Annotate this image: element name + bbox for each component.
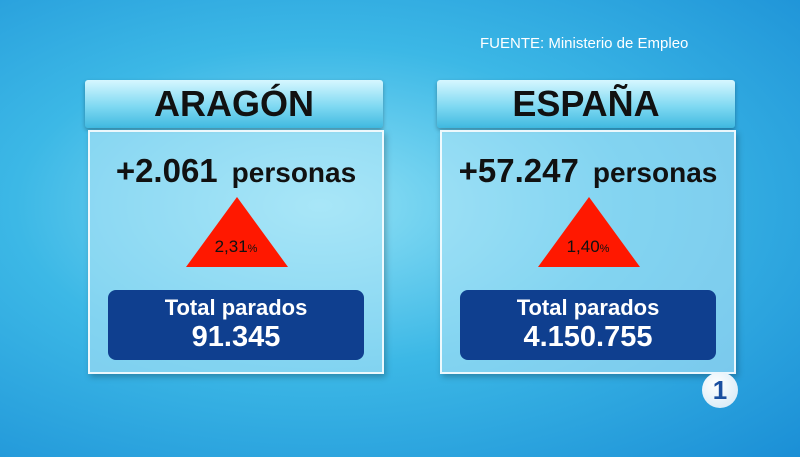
total-label: Total parados [164,295,308,320]
change: +57.247 personas [442,152,734,190]
total-value: 4.150.755 [523,321,653,353]
percent-sign: % [247,243,258,255]
region-header: ESPAÑA [437,80,735,128]
percent-value: 2,31 [214,237,248,256]
panel: +57.247 personas 1,40% Total parados 4.15… [440,130,736,374]
total-box: Total parados 91.345 [108,290,364,360]
panel: +2.061 personas 2,31% Total parados 91.34… [88,130,384,374]
channel-logo: 1 [702,372,738,408]
percent-sign: % [599,243,610,255]
change-unit: personas [231,157,357,188]
change-value: +2.061 [115,152,218,189]
percent: 2,31% [90,237,382,257]
total-label: Total parados [516,295,660,320]
up-triangle [538,197,640,267]
total-value: 91.345 [191,321,281,353]
source: FUENTE: Ministerio de Empleo [480,35,689,52]
change: +2.061 personas [90,152,382,190]
up-triangle [186,197,288,267]
total-box: Total parados 4.150.755 [460,290,716,360]
region-header: ARAGÓN [85,80,383,128]
percent: 1,40% [442,237,734,257]
change-unit: personas [592,157,718,188]
percent-value: 1,40 [566,237,600,256]
change-value: +57.247 [458,152,579,189]
